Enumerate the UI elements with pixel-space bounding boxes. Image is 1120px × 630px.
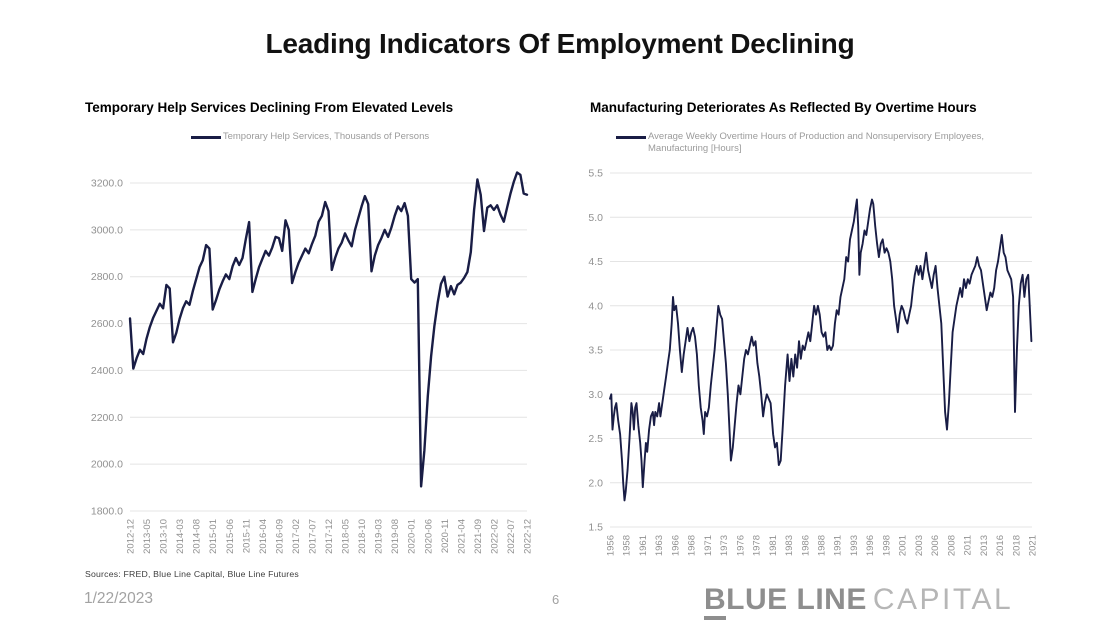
x-tick-label: 2019-03 (374, 519, 385, 554)
x-tick-label: 2001 (898, 535, 909, 556)
x-tick-label: 2011 (963, 535, 974, 555)
x-tick-label: 1971 (703, 535, 714, 556)
x-tick-label: 2016-09 (274, 519, 285, 554)
y-tick-label: 5.0 (588, 212, 603, 224)
y-tick-label: 2.5 (588, 433, 603, 445)
x-tick-label: 2017-02 (291, 519, 302, 554)
y-tick-label: 2400.0 (91, 365, 123, 377)
data-series-line (128, 171, 529, 488)
x-tick-label: 2021-04 (456, 519, 467, 554)
x-tick-label: 1963 (654, 535, 665, 556)
y-tick-label: 3200.0 (91, 178, 123, 190)
logo-bold-text: LUE LINE (726, 583, 867, 616)
x-tick-label: 2018-05 (341, 519, 352, 554)
x-tick-label: 2003 (914, 535, 925, 556)
y-tick-label: 2000.0 (91, 459, 123, 471)
y-tick-label: 2600.0 (91, 318, 123, 330)
x-axis-labels: 2012-12 2013-05 2013-10 2014-03 2014-08 2015-… (126, 519, 534, 554)
x-tick-label: 2017-07 (307, 519, 318, 554)
x-tick-label: 1958 (622, 535, 633, 556)
x-tick-label: 2014-03 (175, 519, 186, 554)
x-tick-label: 2022-02 (489, 519, 500, 554)
x-tick-label: 2022-07 (506, 519, 517, 554)
x-tick-label: 1998 (881, 535, 892, 556)
overtime-legend: Average Weekly Overtime Hours of Product… (585, 131, 1055, 155)
y-tick-label: 1800.0 (91, 506, 123, 518)
y-tick-label: 5.5 (588, 168, 603, 180)
y-tick-label: 3.0 (588, 389, 603, 401)
logo-light-text: CAPITAL (872, 583, 1014, 616)
y-tick-label: 1.5 (588, 522, 603, 534)
x-tick-label: 1991 (833, 535, 844, 556)
x-tick-label: 1983 (784, 535, 795, 556)
x-tick-label: 2018-10 (357, 519, 368, 554)
logo-letter-b: B (704, 583, 727, 620)
y-tick-label: 3000.0 (91, 224, 123, 236)
y-axis-labels: 1.5 2.0 2.5 3.0 3.5 4.0 4.5 5.0 5.5 (588, 168, 603, 534)
x-tick-label: 2012-12 (126, 519, 137, 554)
y-tick-label: 4.0 (588, 300, 603, 312)
y-tick-label: 3.5 (588, 345, 603, 357)
x-tick-label: 2020-11 (440, 519, 451, 553)
y-tick-label: 4.5 (588, 256, 603, 268)
x-tick-label: 2015-06 (225, 519, 236, 554)
x-tick-label: 2013-10 (159, 519, 170, 554)
y-tick-label: 2200.0 (91, 412, 123, 424)
x-tick-label: 2021-09 (473, 519, 484, 554)
x-tick-label: 2022-12 (523, 519, 534, 554)
x-tick-label: 2016-04 (258, 519, 269, 554)
x-tick-label: 1966 (670, 535, 681, 556)
overtime-legend-label: Average Weekly Overtime Hours of Product… (648, 131, 984, 155)
x-tick-label: 2019-08 (390, 519, 401, 554)
x-tick-label: 1993 (849, 535, 860, 556)
y-tick-label: 2.0 (588, 477, 603, 489)
x-tick-label: 1956 (606, 535, 617, 556)
blue-line-capital-logo: BLUE LINE CAPITAL (704, 583, 1014, 620)
y-axis-labels: 1800.0 2000.0 2200.0 2400.0 2600.0 2800.0 3000… (91, 178, 123, 518)
x-tick-label: 2017-12 (324, 519, 335, 554)
x-tick-label: 1978 (752, 535, 763, 556)
data-series-line (609, 198, 1033, 502)
temp-help-legend: Temporary Help Services, Thousands of Pe… (80, 131, 540, 143)
x-tick-label: 1981 (768, 535, 779, 556)
x-tick-label: 1988 (817, 535, 828, 556)
slide-date: 1/22/2023 (84, 590, 153, 607)
x-tick-label: 2016 (995, 535, 1006, 556)
x-tick-label: 1986 (800, 535, 811, 556)
x-tick-label: 1996 (865, 535, 876, 556)
x-tick-label: 2020-01 (407, 519, 418, 554)
x-tick-label: 1961 (638, 535, 649, 556)
x-tick-label: 2018 (1011, 535, 1022, 556)
x-axis-labels: 1956 1958 1961 1963 1966 1968 1971 1973 1976 1978… (606, 535, 1039, 556)
x-tick-label: 1973 (719, 535, 730, 556)
page-number: 6 (552, 592, 560, 607)
x-tick-label: 2013 (979, 535, 990, 556)
x-tick-label: 1968 (687, 535, 698, 556)
x-tick-label: 2015-11 (241, 519, 252, 553)
y-tick-label: 2800.0 (91, 271, 123, 283)
x-tick-label: 2021 (1028, 535, 1039, 556)
x-tick-label: 2013-05 (142, 519, 153, 554)
x-tick-label: 2014-08 (192, 519, 203, 554)
gridlines (610, 172, 1032, 528)
overtime-chart-title: Manufacturing Deteriorates As Reflected … (590, 100, 977, 115)
legend-line-icon (616, 136, 646, 139)
page-title: Leading Indicators Of Employment Declini… (265, 28, 855, 59)
x-tick-label: 2006 (930, 535, 941, 556)
x-tick-label: 1976 (735, 535, 746, 556)
sources-note: Sources: FRED, Blue Line Capital, Blue L… (85, 569, 299, 579)
x-tick-label: 2020-06 (423, 519, 434, 554)
temp-help-chart-title: Temporary Help Services Declining From E… (85, 100, 454, 115)
temp-help-line-chart: 1800.0 2000.0 2200.0 2400.0 2600.0 2800.0 3000… (91, 171, 534, 554)
x-tick-label: 2015-01 (208, 519, 219, 554)
legend-line-icon (190, 136, 221, 139)
gridlines (130, 182, 527, 512)
x-tick-label: 2008 (946, 535, 957, 556)
temp-help-legend-label: Temporary Help Services, Thousands of Pe… (222, 131, 430, 142)
